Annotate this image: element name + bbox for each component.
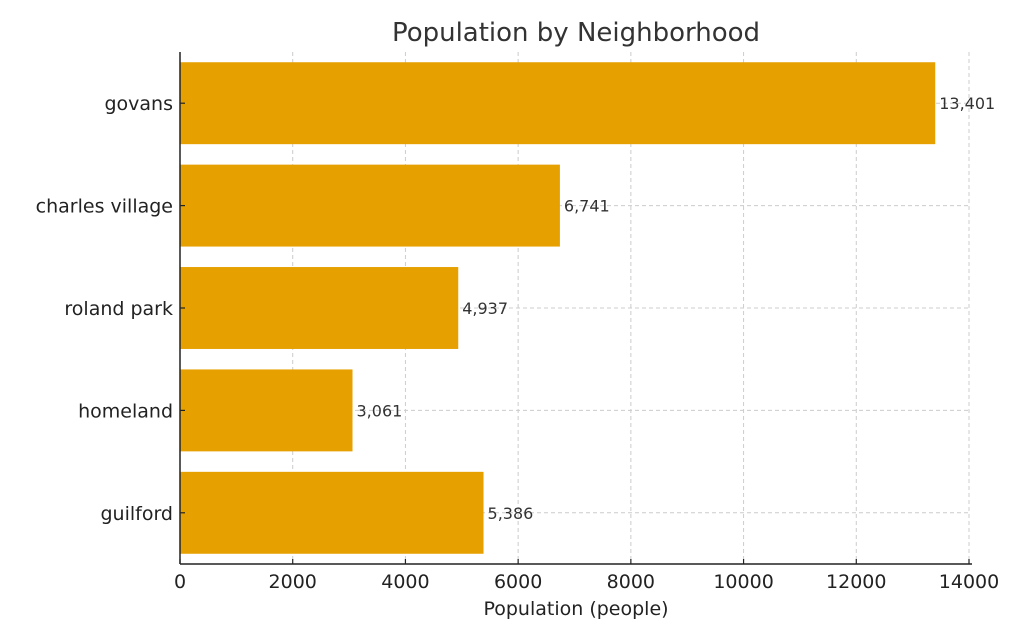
- x-tick-label: 2000: [269, 571, 317, 593]
- y-tick-label: guilford: [100, 503, 173, 525]
- y-tick-label: charles village: [36, 196, 173, 218]
- bar-charles-village: [180, 164, 560, 247]
- data-label: 4,937: [462, 299, 508, 318]
- y-tick-label: homeland: [78, 400, 173, 422]
- bar-roland-park: [180, 267, 459, 349]
- x-tick-label: 8000: [607, 571, 655, 593]
- x-tick-label: 14000: [939, 571, 999, 593]
- y-tick-label: govans: [104, 93, 173, 115]
- x-tick-label: 0: [174, 571, 186, 593]
- x-tick-label: 4000: [381, 571, 429, 593]
- data-label: 3,061: [357, 401, 403, 420]
- y-tick-label: roland park: [64, 298, 173, 320]
- data-label: 6,741: [564, 197, 610, 216]
- bar-govans: [180, 62, 936, 145]
- chart-title: Population by Neighborhood: [392, 18, 760, 48]
- data-label: 5,386: [488, 504, 534, 523]
- x-tick-label: 6000: [494, 571, 542, 593]
- axes: 0 2000 4000 6000 8000 10000 12000 14000 govans ch…: [36, 52, 999, 593]
- data-label: 13,401: [939, 94, 995, 113]
- x-axis-label: Population (people): [483, 598, 668, 620]
- bar-guilford: [180, 471, 484, 554]
- bars: 13,401 6,741 4,937 3,061 5,386: [180, 62, 995, 554]
- bar-homeland: [180, 369, 353, 452]
- x-tick-label: 12000: [826, 571, 886, 593]
- x-tick-label: 10000: [713, 571, 773, 593]
